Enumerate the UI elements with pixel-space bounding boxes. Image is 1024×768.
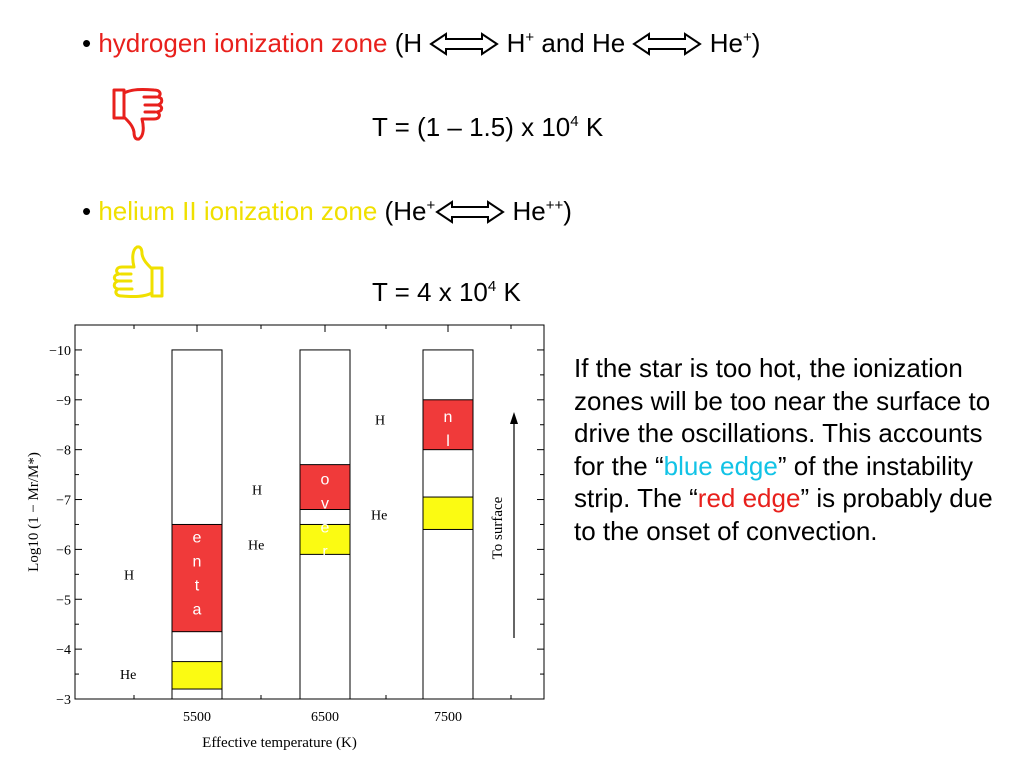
- thumbs-up-icon: [112, 245, 164, 299]
- h-zone-label: H: [124, 568, 134, 583]
- helium-zone-line: • helium II ionization zone (He+ He++): [82, 196, 572, 226]
- y-tick-label: −7: [56, 494, 71, 509]
- he-ionization-band: [422, 496, 474, 530]
- he-plus-plus-symbol: He++: [512, 196, 564, 226]
- h-ionization-band: [299, 464, 351, 511]
- overlay-letter: e: [321, 520, 330, 537]
- red-edge-term: red edge: [697, 483, 801, 513]
- overlay-letter: e: [444, 457, 453, 474]
- y-tick-label: −6: [56, 543, 71, 558]
- he-ionization-band: [299, 523, 351, 555]
- overlay-letter: o: [321, 472, 330, 489]
- h-zone-label: H: [252, 484, 262, 499]
- overlay-letter: v: [321, 496, 329, 513]
- x-axis-label: Effective temperature (K): [202, 735, 357, 751]
- y-tick-label: −4: [56, 643, 71, 658]
- hydrogen-temperature: T = (1 – 1.5) x 104 K: [372, 112, 604, 142]
- overlay-letter: e: [193, 529, 202, 546]
- hydrogen-zone-line: • hydrogen ionization zone (H H+ and He …: [82, 28, 761, 58]
- overlay-letter: n: [444, 409, 453, 426]
- bullet: •: [82, 196, 92, 226]
- h-ionization-band: [422, 399, 474, 451]
- double-arrow-icon: [632, 32, 703, 56]
- he-plus-symbol: (He+: [384, 196, 436, 226]
- x-tick-label: 5500: [183, 710, 211, 725]
- helium-temperature: T = 4 x 104 K: [372, 277, 521, 307]
- he-ionization-band: [171, 661, 223, 690]
- double-arrow-icon: [429, 32, 500, 56]
- h-zone-label: H: [375, 414, 385, 429]
- blue-edge-term: blue edge: [663, 450, 778, 481]
- y-tick-label: −10: [49, 344, 71, 359]
- overlay-letter: l: [446, 433, 450, 450]
- chart-svg: −10 −9 −8 −7 −6 −5 −4 −3 Log10 (1 − Mr/M*) 5500 65…: [14, 322, 549, 762]
- y-axis-label: Log10 (1 − Mr/M*): [26, 452, 42, 572]
- overlay-letter: t: [195, 577, 200, 594]
- h-plus-symbol: H+: [506, 28, 535, 58]
- overlay-letter: r: [322, 544, 328, 561]
- thumbs-down-icon: [112, 87, 164, 141]
- helium-zone-label: helium II ionization zone: [98, 196, 378, 226]
- x-tick-label: 7500: [434, 710, 462, 725]
- hydrogen-zone-label: hydrogen ionization zone: [98, 28, 388, 58]
- double-arrow-icon: [435, 200, 506, 224]
- he-plus-symbol: He+: [709, 28, 752, 58]
- he-zone-label: He: [371, 508, 387, 523]
- overlay-letter: o: [444, 385, 453, 402]
- bullet: •: [82, 28, 92, 58]
- he-zone-label: He: [248, 538, 264, 553]
- overlay-letter: n: [193, 553, 202, 570]
- overlay-letter: a: [193, 601, 202, 618]
- and-he-text: and He: [541, 28, 626, 58]
- y-tick-label: −8: [56, 444, 71, 459]
- x-tick-label: 6500: [311, 710, 339, 725]
- explanation-paragraph: If the star is too hot, the ionization z…: [574, 353, 993, 546]
- ionization-zone-chart: −10 −9 −8 −7 −6 −5 −4 −3 Log10 (1 − Mr/M*) 5500 65…: [14, 322, 549, 762]
- h-symbol: (H: [394, 28, 423, 58]
- y-tick-label: −9: [56, 394, 71, 409]
- he-zone-label: He: [120, 668, 136, 683]
- h-ionization-band: [171, 523, 223, 633]
- y-tick-label: −5: [56, 593, 71, 608]
- y-tick-label: −3: [56, 693, 71, 708]
- surface-arrow-head: [510, 412, 518, 424]
- surface-arrow-label: To surface: [490, 496, 506, 559]
